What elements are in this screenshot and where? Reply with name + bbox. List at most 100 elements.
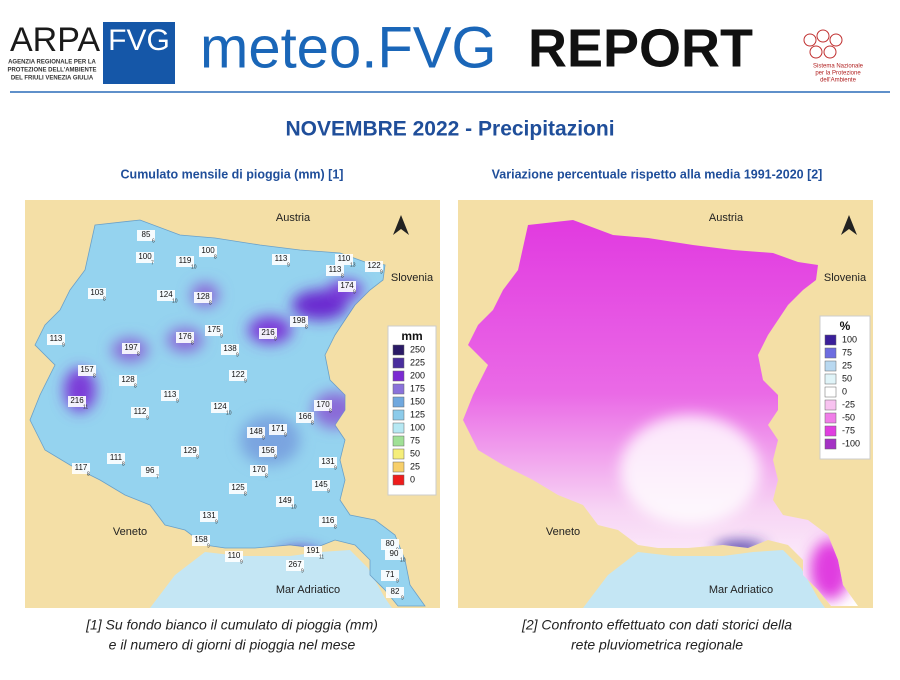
station-value: 171 [271,424,285,433]
station-value: 175 [207,325,221,334]
legend-swatch [824,347,837,359]
station-value: 122 [367,261,381,270]
station-value: 113 [329,265,342,274]
station-days: 8 [329,408,332,414]
station-days: 9 [240,559,243,565]
station-value: 80 [386,539,395,548]
station-value: 149 [278,496,292,505]
station-days: 8 [137,351,140,357]
legend-swatch [392,344,405,356]
legend-label: 75 [842,347,852,357]
station-days: 9 [236,352,239,358]
partner-logo [803,29,843,59]
station-value: 129 [183,446,197,455]
station-value: 216 [70,396,84,405]
station-value: 103 [90,288,104,297]
station-box [200,511,218,522]
station-value: 119 [179,256,192,265]
station-box [335,254,353,265]
station-box [229,370,247,381]
station-box [314,400,332,411]
legend-label: -25 [842,399,855,409]
station-box [386,587,404,598]
anomaly-map: Austria Slovenia Veneto Mar Adriatico%100 75… [458,200,873,608]
station-value: 138 [223,344,237,353]
station-days: 9 [353,289,356,295]
station-days: 9 [220,333,223,339]
legend-label: 50 [842,373,852,383]
station-days: 9 [196,454,199,460]
page-title: NOVEMBRE 2022 - Precipitazioni [285,118,614,141]
station-days: 10 [291,504,297,510]
legend-label: 100 [410,422,425,432]
legend-swatch [392,422,405,434]
brand-suffix: REPORT [528,18,753,78]
legend-swatch [392,474,405,486]
station-days: 8 [93,373,96,379]
legend-label: 50 [410,448,420,458]
station-value: 110 [338,254,351,263]
place-name: Slovenia [824,272,867,284]
station-days: 9 [334,465,337,471]
legend-label: 150 [410,396,425,406]
legend-swatch [392,357,405,369]
legend-swatch [392,409,405,421]
station-box [247,427,265,438]
place-name: Austria [709,212,744,224]
station-box [88,288,106,299]
station-box [225,551,243,562]
caption: [1] Su fondo bianco il cumulato di piogg… [85,617,378,633]
station-box [211,402,229,413]
station-days: 8 [341,273,344,279]
station-value: 112 [134,407,147,416]
station-days: 9 [327,488,330,494]
station-value: 131 [202,511,216,520]
station-days: 9 [284,432,287,438]
station-value: 85 [142,230,151,239]
logo-badge: FVG [108,24,170,57]
legend-label: 0 [842,386,847,396]
station-days: 10 [172,298,178,304]
station-box [381,570,399,581]
station-value: 170 [252,465,266,474]
station-days: 9 [401,595,404,601]
station-value: 125 [231,483,245,492]
logo-badge-bg [103,22,175,84]
station-days: 10 [226,410,232,416]
station-days: 8 [191,340,194,346]
station-box [136,252,154,263]
map-subtitle: Cumulato mensile di pioggia (mm) [1] [121,167,344,181]
station-box [381,539,399,550]
legend-label: 75 [410,435,420,445]
station-days: 9 [244,378,247,384]
legend-label: -50 [842,412,855,422]
station-days: 8 [244,491,247,497]
station-value: 116 [322,516,335,525]
station-value: 197 [124,343,138,352]
station-box [161,390,179,401]
station-value: 111 [110,453,123,462]
caption: e il numero di giorni di pioggia nel mes… [109,637,356,653]
north-arrow [393,215,409,235]
north-arrow [841,215,857,235]
station-days: 7 [151,260,154,266]
station-days: 10 [400,557,406,563]
station-value: 191 [306,546,320,555]
legend-swatch [824,425,837,437]
station-box [157,290,175,301]
station-box [119,375,137,386]
map-subtitle: Variazione percentuale rispetto alla med… [492,167,823,181]
station-days: 8 [265,473,268,479]
station-days: 9 [380,269,383,275]
legend-swatch [824,386,837,398]
station-days: 9 [176,398,179,404]
station-value: 128 [196,292,210,301]
station-value: 198 [292,316,306,325]
station-box [290,316,308,327]
partner-text: per la Protezione [815,71,861,77]
station-days: 11 [83,404,88,410]
station-value: 267 [288,560,302,569]
station-value: 124 [213,402,227,411]
station-box [107,453,125,464]
station-box [141,466,159,477]
